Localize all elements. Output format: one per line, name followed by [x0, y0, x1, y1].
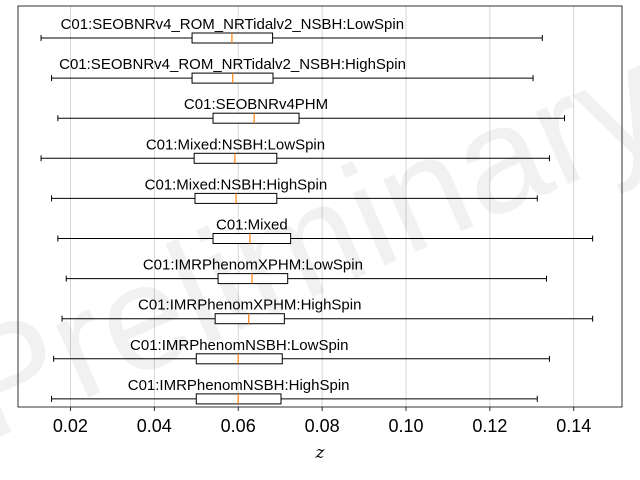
series-label: C01:IMRPhenomNSBH:HighSpin	[128, 377, 350, 394]
series-label: C01:IMRPhenomXPHM:LowSpin	[143, 257, 363, 274]
x-tick-label: 0.12	[472, 416, 507, 436]
series-label: C01:Mixed	[216, 217, 288, 234]
x-tick-label: 0.08	[305, 416, 340, 436]
x-tick-label: 0.04	[137, 416, 172, 436]
x-tick-label: 0.10	[388, 416, 423, 436]
box-group: C01:Mixed:NSBH:LowSpin	[40, 136, 550, 164]
box-group: C01:Mixed	[57, 217, 594, 244]
x-axis-label: z	[315, 443, 326, 463]
box-iqr	[193, 152, 278, 164]
x-tick-label: 0.02	[53, 416, 88, 436]
box-group: C01:SEOBNRv4PHM	[57, 96, 566, 124]
box-group: C01:SEOBNRv4_ROM_NRTidalv2_NSBH:HighSpin	[51, 56, 534, 84]
box-iqr	[195, 353, 283, 365]
box-iqr	[212, 112, 300, 124]
box-group: C01:IMRPhenomXPHM:LowSpin	[65, 257, 547, 285]
box-iqr	[214, 313, 285, 325]
series-label: C01:SEOBNRv4_ROM_NRTidalv2_NSBH:LowSpin	[61, 16, 404, 33]
series-label: C01:IMRPhenomNSBH:LowSpin	[130, 337, 348, 354]
series-label: C01:Mixed:NSBH:HighSpin	[145, 176, 328, 193]
box-series: C01:SEOBNRv4_ROM_NRTidalv2_NSBH:LowSpin C…	[40, 16, 594, 405]
box-iqr	[212, 233, 292, 244]
box-group: C01:IMRPhenomNSBH:LowSpin	[53, 337, 550, 365]
watermark: Preliminary	[0, 13, 640, 472]
x-tick-label: 0.14	[556, 416, 591, 436]
series-label: C01:SEOBNRv4_ROM_NRTidalv2_NSBH:HighSpin	[59, 56, 406, 73]
box-group: C01:Mixed:NSBH:HighSpin	[51, 176, 538, 204]
plot-frame	[17, 5, 623, 408]
series-label: C01:Mixed:NSBH:LowSpin	[146, 136, 325, 153]
box-iqr	[217, 273, 289, 285]
x-tick-label: 0.06	[221, 416, 256, 436]
box-group: C01:SEOBNRv4_ROM_NRTidalv2_NSBH:LowSpin	[40, 16, 543, 44]
series-label: C01:IMRPhenomXPHM:HighSpin	[138, 297, 361, 314]
box-group: C01:IMRPhenomXPHM:HighSpin	[61, 297, 594, 325]
series-label: C01:SEOBNRv4PHM	[184, 96, 328, 113]
box-group: C01:IMRPhenomNSBH:HighSpin	[51, 377, 538, 405]
x-axis-ticks: 0.02 0.04 0.06 0.08 0.10 0.12 0.14	[53, 407, 591, 436]
